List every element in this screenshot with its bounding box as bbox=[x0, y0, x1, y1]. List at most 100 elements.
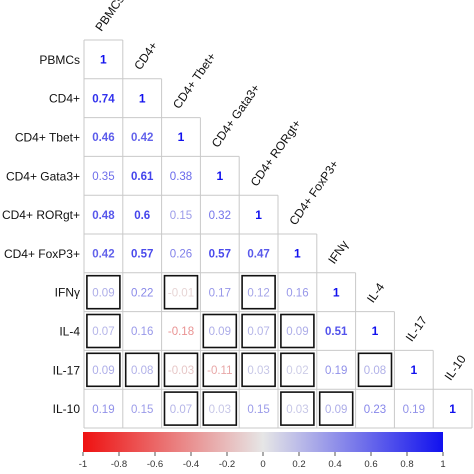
correlation-value: -0.11 bbox=[207, 365, 232, 377]
diagonal-value: 1 bbox=[410, 363, 417, 377]
column-label: CD4+ RORgt+ bbox=[248, 117, 304, 189]
column-label: PBMCs bbox=[92, 0, 127, 34]
significance-box bbox=[86, 352, 121, 388]
correlation-value: 0.08 bbox=[131, 365, 153, 377]
column-label: IL-17 bbox=[403, 313, 430, 344]
significance-box bbox=[86, 313, 121, 349]
significance-box bbox=[280, 391, 315, 426]
correlation-value: 0.47 bbox=[247, 249, 269, 261]
correlation-value: 0.22 bbox=[131, 287, 153, 299]
row-label: IL-10 bbox=[53, 402, 81, 416]
correlation-value: 0.15 bbox=[247, 404, 269, 416]
colorbar: -1 -0.8 -0.6 -0.4 -0.2 0 0.2 0.4 0.6 0.8 1 bbox=[79, 432, 446, 470]
correlation-value: 0.23 bbox=[364, 404, 386, 416]
column-label: IFNγ bbox=[325, 238, 351, 267]
colorbar-tick-label: 0.6 bbox=[364, 459, 377, 470]
correlation-value: 0.6 bbox=[134, 210, 150, 222]
correlation-value: 0.09 bbox=[92, 287, 114, 299]
colorbar-tick-label: -0.6 bbox=[147, 459, 163, 470]
correlation-value: 0.42 bbox=[92, 249, 114, 261]
colorbar-tick-label: 1 bbox=[440, 459, 445, 470]
significance-box bbox=[163, 352, 199, 388]
colorbar-tick-label: 0 bbox=[260, 459, 265, 470]
correlation-value: -0.01 bbox=[168, 287, 194, 299]
correlation-value: 0.26 bbox=[170, 249, 192, 261]
correlation-value: 0.57 bbox=[209, 249, 231, 261]
colorbar-tick-label: 0.8 bbox=[400, 459, 413, 470]
correlation-value: 0.12 bbox=[247, 287, 269, 299]
correlation-value: 0.17 bbox=[209, 287, 231, 299]
row-label: CD4+ bbox=[49, 92, 80, 106]
correlation-value: 0.09 bbox=[209, 326, 231, 338]
row-label: CD4+ FoxP3+ bbox=[4, 247, 80, 261]
colorbar-tick-label: -0.4 bbox=[183, 459, 199, 470]
significance-box bbox=[241, 352, 276, 388]
correlation-value: 0.32 bbox=[209, 210, 231, 222]
diagonal-value: 1 bbox=[100, 53, 107, 67]
correlation-value: 0.07 bbox=[247, 326, 269, 338]
correlation-value: -0.03 bbox=[168, 365, 194, 377]
row-labels: PBMCs CD4+ CD4+ Tbet+ CD4+ Gata3+ CD4+ RORgt… bbox=[2, 53, 80, 416]
column-label: IL-10 bbox=[442, 352, 469, 383]
colorbar-gradient bbox=[83, 432, 443, 452]
correlation-value: 0.16 bbox=[131, 326, 153, 338]
correlation-value: 0.51 bbox=[325, 326, 348, 338]
significance-box bbox=[163, 391, 199, 426]
colorbar-tick-label: 0.4 bbox=[328, 459, 341, 470]
correlation-value: 0.61 bbox=[131, 171, 154, 183]
significance-box bbox=[280, 313, 315, 349]
colorbar-tick-label: -1 bbox=[79, 459, 87, 470]
matrix-grid bbox=[83, 39, 473, 429]
colorbar-tick-label: -0.2 bbox=[219, 459, 235, 470]
correlation-value: 0.19 bbox=[325, 365, 347, 377]
correlation-value: 0.42 bbox=[131, 132, 153, 144]
correlation-value: 0.09 bbox=[286, 326, 308, 338]
diagonal-value: 1 bbox=[372, 324, 379, 338]
colorbar-tick-label: 0.2 bbox=[292, 459, 305, 470]
column-label: CD4+ FoxP3+ bbox=[286, 157, 341, 227]
correlation-value: 0.08 bbox=[364, 365, 386, 377]
correlation-value: 0.09 bbox=[92, 365, 114, 377]
significance-box bbox=[280, 352, 315, 388]
column-label: CD4+ Tbet+ bbox=[170, 50, 219, 111]
matrix-cells: 1 0.74 1 0.46 0.42 1 0.35 0.61 0.38 1 0.48 0.6 0.15 0… bbox=[86, 53, 456, 426]
diagonal-value: 1 bbox=[178, 130, 185, 144]
significance-box bbox=[241, 313, 276, 349]
row-label: PBMCs bbox=[39, 53, 80, 67]
correlation-value: 0.15 bbox=[131, 404, 153, 416]
correlation-value: 0.03 bbox=[247, 365, 269, 377]
diagonal-value: 1 bbox=[255, 208, 262, 222]
correlation-value: 0.46 bbox=[92, 132, 114, 144]
row-label: CD4+ Tbet+ bbox=[15, 131, 80, 145]
colorbar-tick-label: -0.8 bbox=[111, 459, 127, 470]
diagonal-value: 1 bbox=[449, 402, 456, 416]
correlation-value: 0.35 bbox=[92, 171, 114, 183]
row-label: IFNγ bbox=[55, 286, 80, 300]
significance-box bbox=[318, 391, 354, 426]
diagonal-value: 1 bbox=[139, 91, 146, 105]
significance-box bbox=[124, 352, 160, 388]
significance-box bbox=[202, 313, 238, 349]
row-label: CD4+ Gata3+ bbox=[6, 169, 80, 183]
row-label: IL-4 bbox=[59, 325, 80, 339]
correlation-value: 0.15 bbox=[170, 210, 192, 222]
row-label: IL-17 bbox=[53, 363, 81, 377]
correlation-value: 0.16 bbox=[286, 287, 308, 299]
correlation-value: 0.03 bbox=[209, 404, 231, 416]
significance-box bbox=[202, 391, 238, 426]
correlation-value: 0.57 bbox=[131, 249, 153, 261]
correlation-value: 0.02 bbox=[286, 365, 308, 377]
significance-box bbox=[357, 352, 393, 388]
correlation-value: 0.09 bbox=[325, 404, 347, 416]
significance-box bbox=[163, 274, 199, 310]
column-label: CD4+ Gata3+ bbox=[209, 81, 263, 150]
significance-box bbox=[202, 352, 238, 388]
correlation-value: 0.19 bbox=[92, 404, 114, 416]
column-label: IL-4 bbox=[364, 280, 388, 305]
significance-box bbox=[241, 274, 276, 310]
correlation-value: 0.74 bbox=[92, 93, 115, 105]
column-label: CD4+ bbox=[131, 39, 160, 72]
correlation-value: -0.18 bbox=[168, 326, 194, 338]
diagonal-value: 1 bbox=[333, 285, 340, 299]
